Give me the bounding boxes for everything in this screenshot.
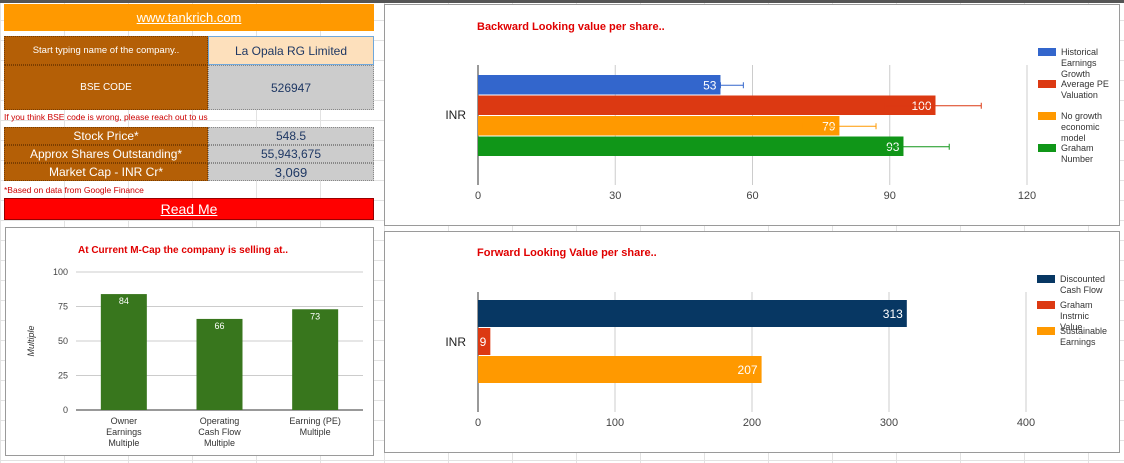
price-value: 548.5 [208, 127, 374, 145]
x-tick-label: 300 [880, 417, 898, 429]
bar-value-label: 9 [480, 335, 487, 349]
bse-value: 526947 [208, 65, 374, 110]
bar-value-label: 313 [883, 307, 903, 321]
mcap-row: Market Cap - INR Cr* 3,069 [4, 163, 374, 181]
mcap-value: 3,069 [208, 163, 374, 181]
bar [478, 136, 904, 156]
company-label: Start typing name of the company.. [4, 36, 208, 65]
bar [478, 356, 762, 383]
bar-value-label: 53 [703, 78, 717, 92]
x-tick-label: 100 [606, 417, 624, 429]
readme-label: Read Me [160, 201, 218, 217]
bar [100, 294, 147, 410]
category-label: INR [445, 335, 466, 349]
site-link[interactable]: www.tankrich.com [136, 10, 242, 25]
toolbar-edge [0, 0, 1124, 3]
bar [196, 318, 243, 410]
bse-row: BSE CODE 526947 [4, 65, 374, 110]
x-tick-label: 0 [475, 190, 481, 202]
bse-label: BSE CODE [4, 65, 208, 110]
legend-swatch [1038, 112, 1056, 120]
site-banner: www.tankrich.com [4, 4, 374, 31]
bar [478, 300, 907, 327]
legend-label: Historical Earnings Growth [1061, 47, 1098, 79]
forward-chart-panel: Forward Looking Value per share.. 0 100 20… [384, 231, 1120, 453]
legend-label: Sustainable Earnings [1060, 326, 1107, 347]
category-label: Owner Earnings Multiple [106, 416, 142, 448]
y-tick-label: 25 [58, 371, 68, 381]
x-tick-label: 90 [884, 190, 896, 202]
price-row: Stock Price* 548.5 [4, 127, 374, 145]
x-tick-label: 120 [1018, 190, 1036, 202]
bar [478, 95, 936, 115]
readme-button[interactable]: Read Me [4, 198, 374, 220]
chart-title: Forward Looking Value per share.. [477, 247, 657, 259]
bar [478, 328, 491, 355]
bar-value-label: 207 [738, 363, 758, 377]
bar-value-label: 66 [214, 321, 224, 331]
chart-title: At Current M-Cap the company is selling … [78, 245, 289, 256]
y-tick-label: 50 [58, 336, 68, 346]
legend-label: Discounted Cash Flow [1060, 274, 1105, 295]
legend-label: No growth economic model [1061, 111, 1102, 143]
legend-swatch [1037, 275, 1055, 283]
y-tick-label: 100 [53, 267, 68, 277]
x-tick-label: 0 [475, 417, 481, 429]
x-tick-label: 30 [609, 190, 621, 202]
y-tick-label: 75 [58, 302, 68, 312]
bar [478, 75, 721, 95]
x-tick-label: 400 [1017, 417, 1035, 429]
bar-value-label: 84 [119, 296, 129, 306]
legend-swatch [1038, 144, 1056, 152]
bar [292, 309, 339, 410]
legend-swatch [1037, 327, 1055, 335]
company-input[interactable]: La Opala RG Limited [208, 36, 374, 65]
category-label: Earning (PE) Multiple [289, 416, 341, 437]
forward-chart: 0 100 200 300 400 INR 313 Discounted Cash Flow 9 G… [445, 274, 1107, 429]
data-note: *Based on data from Google Finance [4, 185, 144, 195]
shares-value: 55,943,675 [208, 145, 374, 163]
chart-title: Backward Looking value per share.. [477, 21, 665, 33]
x-tick-label: 200 [743, 417, 761, 429]
bar-value-label: 73 [310, 311, 320, 321]
legend-swatch [1038, 48, 1056, 56]
shares-label: Approx Shares Outstanding* [4, 145, 208, 163]
legend-swatch [1038, 80, 1056, 88]
shares-row: Approx Shares Outstanding* 55,943,675 [4, 145, 374, 163]
category-label: INR [445, 108, 466, 122]
legend-label: Graham Number [1061, 143, 1094, 164]
x-tick-label: 60 [746, 190, 758, 202]
mcap-label: Market Cap - INR Cr* [4, 163, 208, 181]
backward-chart-panel: Backward Looking value per share.. 0 30 60… [384, 4, 1120, 226]
y-axis-title: Multiple [26, 325, 36, 356]
bse-note: If you think BSE code is wrong, please r… [4, 112, 208, 122]
legend-label: Average PE Valuation [1061, 79, 1109, 100]
category-label: Operating Cash Flow Multiple [198, 416, 241, 448]
multiples-chart: 0 25 50 75 100 Multiple 84 Owner Earnings Multipl… [26, 267, 363, 448]
multiples-chart-panel: At Current M-Cap the company is selling … [5, 227, 374, 456]
legend-swatch [1037, 301, 1055, 309]
price-label: Stock Price* [4, 127, 208, 145]
legend-label: Graham Instrnic Value [1060, 300, 1093, 332]
company-row: Start typing name of the company.. La Op… [4, 36, 374, 65]
bar [478, 116, 840, 136]
y-tick-label: 0 [63, 405, 68, 415]
